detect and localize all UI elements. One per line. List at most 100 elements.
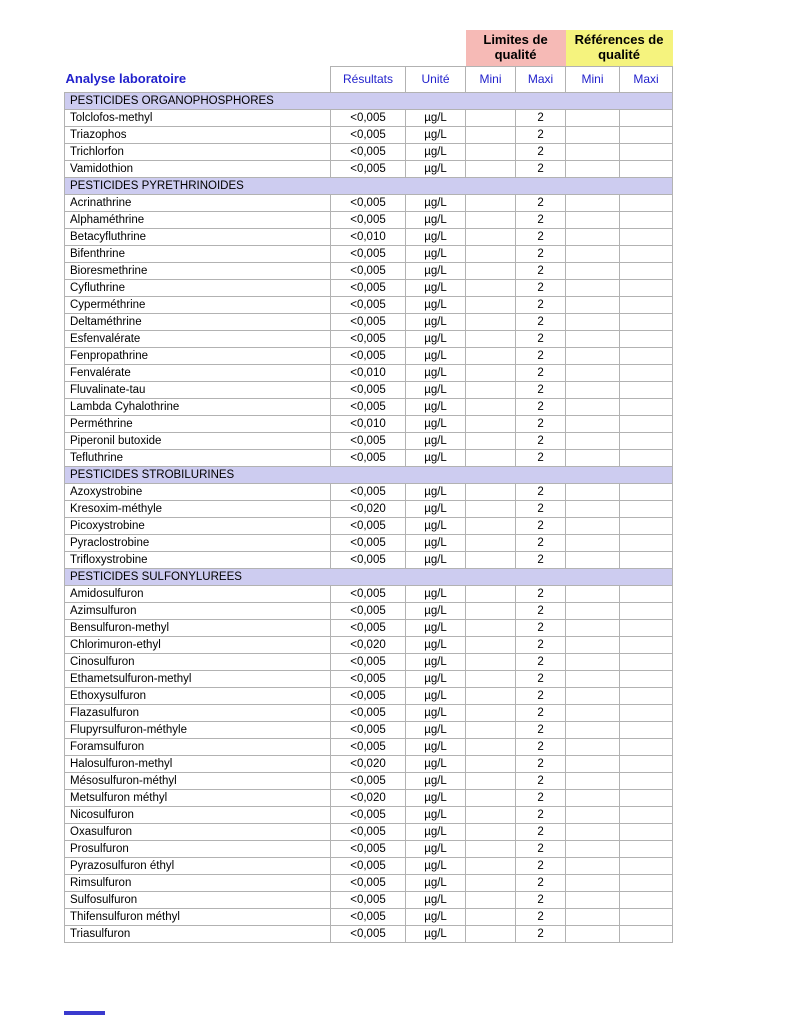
unit-value: µg/L (404, 618, 467, 637)
result-value: <0,005 (330, 550, 406, 569)
unit-value: µg/L (404, 652, 467, 671)
result-value: <0,005 (330, 873, 406, 892)
lq-mini-value (465, 737, 517, 756)
unit-value: µg/L (404, 159, 467, 178)
lq-mini-value (465, 584, 517, 603)
result-value: <0,005 (330, 618, 406, 637)
unit-value: µg/L (404, 550, 467, 569)
column-header-rq-maxi: Maxi (619, 65, 674, 93)
lq-mini-value (465, 890, 517, 909)
rq-maxi-value (619, 737, 674, 756)
unit-value: µg/L (404, 771, 467, 790)
analyte-name: Azimsulfuron (64, 601, 331, 620)
result-value: <0,005 (330, 771, 406, 790)
unit-value: µg/L (404, 125, 467, 144)
result-value: <0,005 (330, 822, 406, 841)
lq-maxi-value: 2 (515, 533, 567, 552)
unit-value: µg/L (404, 703, 467, 722)
analyte-name: Vamidothion (64, 159, 331, 178)
unit-value: µg/L (404, 635, 467, 654)
lq-mini-value (465, 159, 517, 178)
lq-mini-value (465, 499, 517, 518)
unit-value: µg/L (404, 601, 467, 620)
lq-mini-value (465, 907, 517, 926)
rq-mini-value (565, 516, 621, 535)
unit-value: µg/L (404, 924, 467, 943)
lq-maxi-value: 2 (515, 873, 567, 892)
table-row: Metsulfuron méthyl <0,020 µg/L 2 (64, 788, 674, 807)
result-value: <0,005 (330, 244, 406, 263)
table-row: Fenpropathrine <0,005 µg/L 2 (64, 346, 674, 365)
result-value: <0,020 (330, 635, 406, 654)
lq-maxi-value: 2 (515, 244, 567, 263)
analyte-name: Alphaméthrine (64, 210, 331, 229)
rq-maxi-value (619, 652, 674, 671)
rq-mini-value (565, 669, 621, 688)
rq-maxi-value (619, 295, 674, 314)
rq-mini-value (565, 890, 621, 909)
result-value: <0,005 (330, 142, 406, 161)
lq-mini-value (465, 924, 517, 943)
analyte-name: Fenpropathrine (64, 346, 331, 365)
lq-maxi-value: 2 (515, 856, 567, 875)
analyte-name: Prosulfuron (64, 839, 331, 858)
table-row: Piperonil butoxide <0,005 µg/L 2 (64, 431, 674, 450)
analyte-name: Flupyrsulfuron-méthyle (64, 720, 331, 739)
table-row: Pyrazosulfuron éthyl <0,005 µg/L 2 (64, 856, 674, 875)
lq-mini-value (465, 346, 517, 365)
rq-maxi-value (619, 108, 674, 127)
result-value: <0,005 (330, 805, 406, 824)
lq-maxi-value: 2 (515, 584, 567, 603)
analyte-name: Metsulfuron méthyl (64, 788, 331, 807)
rq-maxi-value (619, 805, 674, 824)
rq-maxi-value (619, 414, 674, 433)
lq-mini-value (465, 193, 517, 212)
lq-mini-value (465, 856, 517, 875)
analyte-name: Amidosulfuron (64, 584, 331, 603)
analyte-name: Cinosulfuron (64, 652, 331, 671)
unit-value: µg/L (404, 907, 467, 926)
lq-mini-value (465, 244, 517, 263)
footer-page-marker (64, 1011, 105, 1015)
analyte-name: Ethoxysulfuron (64, 686, 331, 705)
result-value: <0,005 (330, 108, 406, 127)
unit-value: µg/L (404, 754, 467, 773)
rq-mini-value (565, 771, 621, 790)
unit-value: µg/L (404, 839, 467, 858)
result-value: <0,005 (330, 397, 406, 416)
references-quality-header: Références de qualité (565, 30, 673, 66)
table-row: Foramsulfuron <0,005 µg/L 2 (64, 737, 674, 756)
lq-mini-value (465, 414, 517, 433)
rq-mini-value (565, 788, 621, 807)
rq-maxi-value (619, 788, 674, 807)
result-value: <0,005 (330, 329, 406, 348)
page-title: Analyse laboratoire (64, 66, 331, 92)
table-row: Thifensulfuron méthyl <0,005 µg/L 2 (64, 907, 674, 926)
lq-mini-value (465, 720, 517, 739)
lq-mini-value (465, 210, 517, 229)
unit-value: µg/L (404, 142, 467, 161)
lq-mini-value (465, 142, 517, 161)
table-row: Esfenvalérate <0,005 µg/L 2 (64, 329, 674, 348)
lq-maxi-value: 2 (515, 329, 567, 348)
unit-value: µg/L (404, 669, 467, 688)
unit-value: µg/L (404, 533, 467, 552)
rq-mini-value (565, 312, 621, 331)
table-row: Alphaméthrine <0,005 µg/L 2 (64, 210, 674, 229)
lq-mini-value (465, 771, 517, 790)
group-header-spacer (64, 30, 466, 66)
rq-maxi-value (619, 142, 674, 161)
unit-value: µg/L (404, 788, 467, 807)
lq-mini-value (465, 516, 517, 535)
analyte-name: Bensulfuron-methyl (64, 618, 331, 637)
result-value: <0,005 (330, 261, 406, 280)
lq-mini-value (465, 295, 517, 314)
lq-mini-value (465, 754, 517, 773)
unit-value: µg/L (404, 261, 467, 280)
table-row: Trichlorfon <0,005 µg/L 2 (64, 142, 674, 161)
table-row: Sulfosulfuron <0,005 µg/L 2 (64, 890, 674, 909)
rq-maxi-value (619, 601, 674, 620)
rq-mini-value (565, 210, 621, 229)
rq-maxi-value (619, 584, 674, 603)
table-row: Fenvalérate <0,010 µg/L 2 (64, 363, 674, 382)
